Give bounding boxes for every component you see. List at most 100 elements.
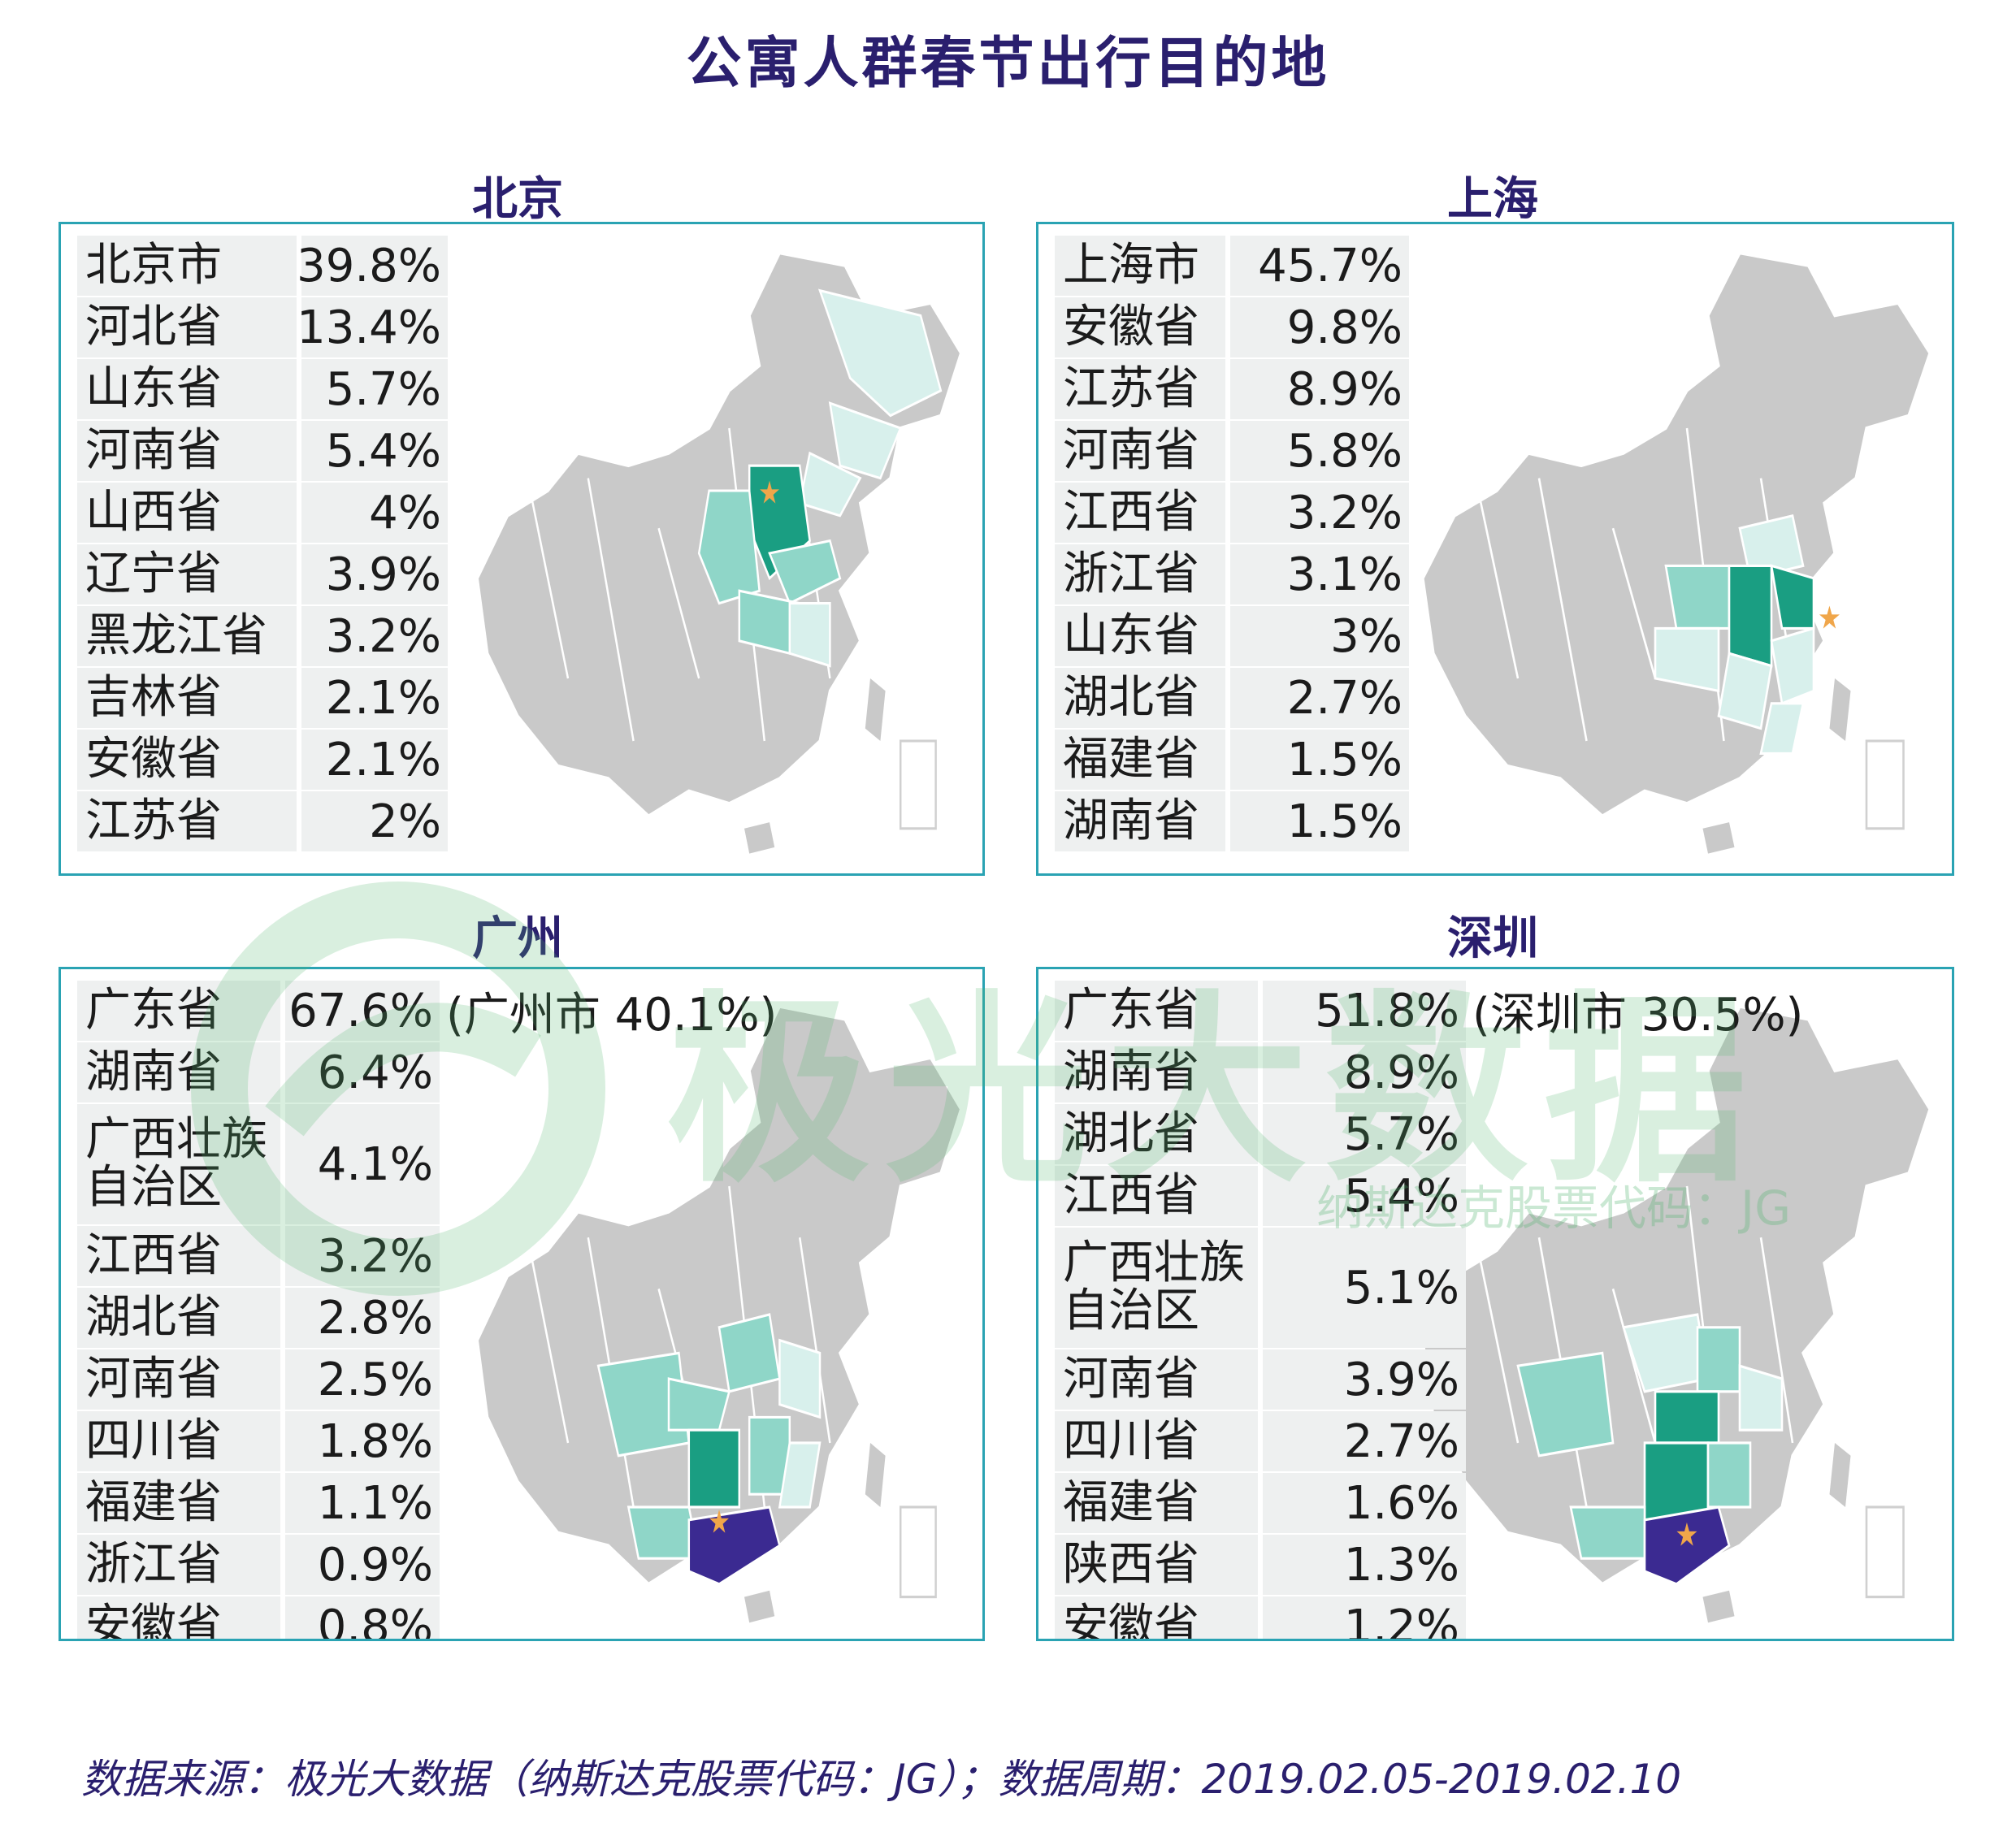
map-boundary-line [587,478,635,742]
share-value: 5.8% [1230,421,1409,481]
map-region [1664,564,1731,630]
map-region [788,602,831,668]
map-boundary-line [1833,1289,1862,1508]
share-value: 1.1% [285,1473,440,1533]
map-region [778,1441,822,1509]
map-region [1770,626,1815,705]
panel-shanghai: ★ 上海市 45.7% 安徽省 9.8% 江苏省 8.9% 河南省 5.8% 江西省 3.2% 浙江省… [1036,222,1954,876]
map-island-taiwan [1829,678,1851,741]
table-row: 福建省 1.6% [1055,1473,1803,1533]
province-name: 湖南省 [77,1042,280,1102]
map-boundary-line [1463,427,1520,679]
share-value: 1.3% [1263,1535,1466,1595]
province-name: 江西省 [1055,483,1225,543]
province-name: 广东省 [77,981,280,1041]
province-name: 福建省 [77,1473,280,1533]
share-value: 1.8% [285,1411,440,1471]
city-star-icon: ★ [758,475,781,511]
province-name: 福建省 [1055,1473,1258,1533]
share-value: 2.1% [301,730,448,790]
table-row: 山东省 5.7% [77,359,448,419]
share-value: 5.4% [301,421,448,481]
map-boundary-line [516,427,570,679]
map-region [1654,626,1720,693]
share-value: 2.1% [301,668,448,728]
city-star-icon: ★ [1675,1515,1698,1553]
share-value: 6.4% [285,1042,440,1102]
share-value: 3.9% [1263,1349,1466,1410]
share-value: 4.1% [285,1104,440,1224]
map-boundary-line [516,1185,570,1444]
table-row: 湖南省 8.9% [1055,1042,1803,1102]
map-region [768,539,842,605]
share-value: 1.5% [1230,791,1409,851]
map-island-taiwan [865,1443,886,1507]
map-region [687,1428,741,1509]
province-name: 江西省 [1055,1166,1258,1226]
map-region [828,401,902,480]
table-row: 河南省 5.8% [1055,421,1409,481]
share-value: 67.6% [285,981,440,1041]
table-row: 浙江省 0.9% [77,1535,777,1595]
province-name: 山东省 [1055,606,1225,666]
map-boundary-line [1537,478,1588,742]
table-row: 福建省 1.1% [77,1473,777,1533]
map-base [1421,251,1931,818]
map-boundary-line [869,1289,897,1508]
table-row: 河北省 13.4% [77,297,448,357]
table-row: 湖北省 2.8% [77,1288,777,1348]
china-map: ★ [475,1004,963,1623]
table-row: 河南省 2.5% [77,1349,777,1410]
province-name: 河北省 [77,297,297,357]
table-row: 山西省 4% [77,483,448,543]
map-region [1643,1505,1731,1586]
map-region [778,1338,822,1419]
table-row: 河南省 3.9% [1055,1349,1803,1410]
table-row: 江苏省 8.9% [1055,359,1409,419]
share-value: 4% [301,483,448,543]
map-region [1516,1351,1615,1458]
map-region [1759,702,1805,755]
map-inset-box [899,739,937,830]
share-value: 1.5% [1230,730,1409,790]
province-name: 湖南省 [1055,791,1225,851]
table-row: 安徽省 0.8% [77,1596,777,1639]
share-value: 8.9% [1263,1042,1466,1102]
map-island-hainan [1702,1590,1735,1623]
panel-guangzhou: ★ 广东省 67.6% (广州市 40.1%) 湖南省 6.4% 广西壮族 自治区 4.1% 江… [59,967,985,1641]
map-region [817,288,943,418]
city-star-icon: ★ [708,1504,731,1541]
panel-title-shanghai: 上海 [1447,173,1538,226]
share-value: 9.8% [1230,297,1409,357]
table-row: 北京市 39.8% [77,236,448,296]
share-value: 5.4% [1263,1166,1466,1226]
panel-title-beijing: 北京 [472,173,563,226]
table-row: 安徽省 2.1% [77,730,448,790]
map-boundary-line [1833,527,1862,742]
map-region [1738,1364,1784,1432]
table-row: 河南省 5.4% [77,421,448,481]
map-region [1738,514,1805,580]
china-map: ★ [1421,1004,1931,1623]
province-name: 湖南省 [1055,1042,1258,1102]
map-island-taiwan [865,678,886,741]
share-value: 3.2% [1230,483,1409,543]
share-value: 3.2% [285,1226,440,1286]
map-boundary-line [657,527,700,679]
share-value: 2% [301,791,448,851]
table-row: 浙江省 3.1% [1055,544,1409,604]
province-name: 北京市 [77,236,297,296]
map-region [1728,564,1773,668]
watermark-logo-icon [191,882,605,1296]
map-boundary-line [1463,1185,1520,1444]
table-row: 广东省 51.8% (深圳市 30.5%) [1055,981,1803,1042]
map-island-hainan [1702,822,1735,854]
share-value: 0.8% [285,1596,440,1639]
table-row: 江西省 3.2% [1055,483,1409,543]
table-row: 上海市 45.7% [1055,236,1409,296]
table-row: 湖北省 2.7% [1055,668,1409,728]
province-name: 浙江省 [1055,544,1225,604]
table-row: 黑龙江省 3.2% [77,606,448,666]
table-row: 广西壮族 自治区 5.1% [1055,1228,1803,1348]
share-value: 3.9% [301,544,448,604]
